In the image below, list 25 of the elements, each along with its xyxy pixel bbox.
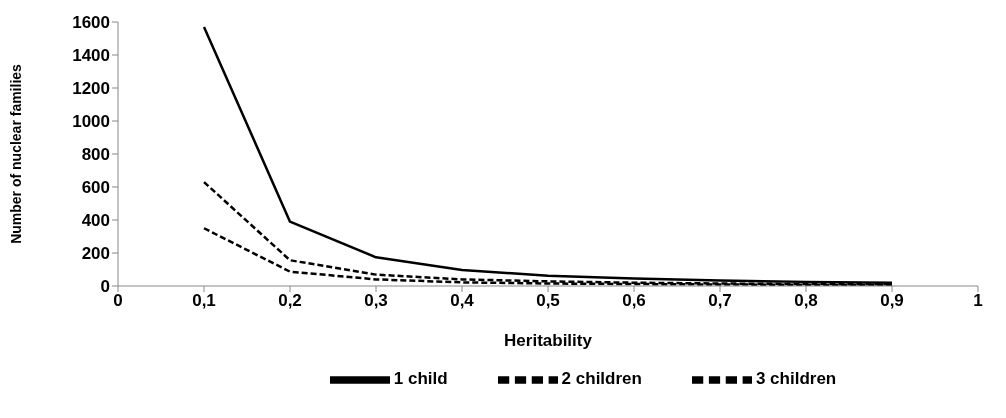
x-tick-label: 1 — [973, 291, 983, 311]
x-tick-label: 0 — [113, 291, 123, 311]
x-tick-label: 0,9 — [880, 291, 904, 311]
y-tick-label: 1200 — [72, 79, 110, 99]
y-tick-label: 0 — [100, 277, 110, 297]
legend-label: 2 children — [561, 369, 642, 389]
legend-label: 1 child — [393, 369, 448, 389]
x-tick-label: 0,2 — [278, 291, 302, 311]
x-tick-label: 0,8 — [794, 291, 818, 311]
x-tick-label: 0,7 — [708, 291, 732, 311]
x-tick-label: 0,4 — [450, 291, 475, 311]
y-tick-label: 800 — [81, 145, 110, 165]
x-axis-title: Heritability — [504, 331, 593, 350]
y-tick-label: 1600 — [72, 13, 110, 33]
legend-label: 3 children — [755, 369, 837, 389]
x-tick-label: 0,6 — [622, 291, 646, 311]
y-tick-label: 400 — [81, 211, 110, 231]
x-tick-label: 0,5 — [536, 291, 560, 311]
y-axis-title: Number of nuclear families — [7, 63, 24, 244]
y-tick-label: 200 — [81, 244, 110, 264]
y-tick-label: 1400 — [72, 46, 110, 66]
x-tick-label: 0,3 — [364, 291, 388, 311]
y-tick-label: 1000 — [72, 112, 110, 132]
x-tick-label: 0,1 — [192, 291, 216, 311]
y-tick-label: 600 — [81, 178, 110, 198]
